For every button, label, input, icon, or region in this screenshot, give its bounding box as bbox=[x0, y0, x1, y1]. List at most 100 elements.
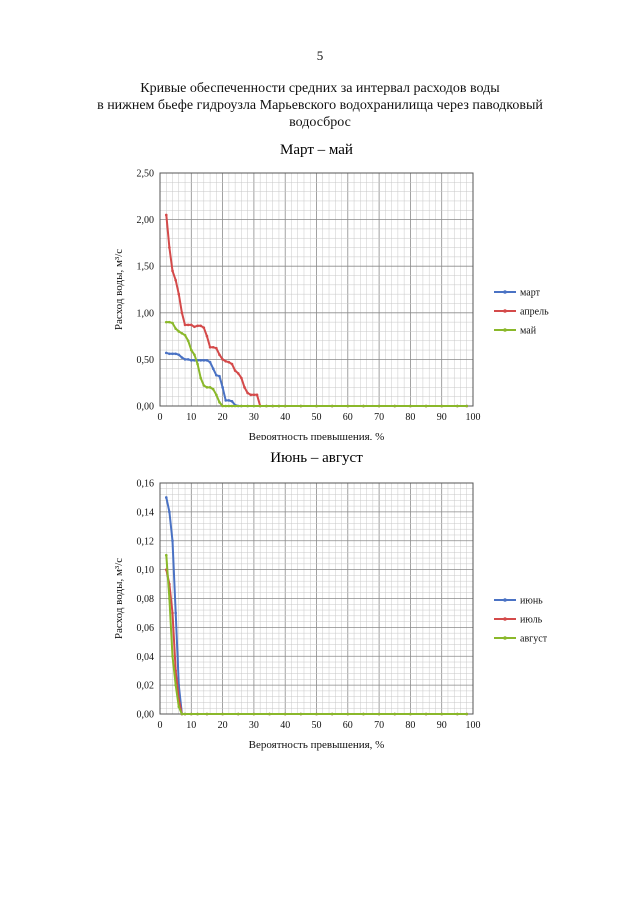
data-point bbox=[180, 712, 184, 716]
data-point bbox=[252, 393, 256, 397]
x-tick-label: 70 bbox=[374, 720, 384, 731]
data-point bbox=[193, 353, 196, 357]
chart-march-may: Март – май 0 10 20 30 40 50 60 70 80 90 100 0,00 0,50… bbox=[113, 142, 549, 440]
data-point bbox=[196, 362, 199, 366]
data-point bbox=[205, 386, 209, 389]
data-point bbox=[168, 246, 171, 249]
data-point bbox=[174, 683, 177, 687]
data-point bbox=[236, 372, 240, 375]
y-tick-label: 0,12 bbox=[137, 536, 155, 547]
legend-label: март bbox=[520, 288, 541, 299]
data-point bbox=[283, 404, 287, 408]
data-point bbox=[346, 712, 350, 716]
data-point bbox=[346, 404, 350, 408]
data-point bbox=[171, 539, 174, 543]
y-tick-label: 0,04 bbox=[137, 652, 155, 663]
data-point bbox=[186, 323, 190, 327]
document-title: Кривые обеспеченности средних за интерва… bbox=[60, 80, 580, 131]
x-tick-label: 40 bbox=[280, 720, 290, 731]
data-point bbox=[174, 327, 177, 330]
data-point bbox=[221, 712, 224, 716]
data-point bbox=[424, 404, 428, 408]
data-point bbox=[233, 404, 237, 408]
data-point bbox=[227, 399, 231, 402]
page-number: 5 bbox=[316, 48, 324, 63]
data-point bbox=[440, 404, 444, 408]
data-point bbox=[202, 359, 206, 362]
chart-title: Июнь – август bbox=[270, 450, 363, 466]
chart-title: Март – май bbox=[280, 142, 353, 158]
x-tick-label: 10 bbox=[186, 720, 196, 731]
data-point bbox=[440, 712, 444, 716]
data-point bbox=[236, 712, 240, 716]
data-point bbox=[230, 404, 234, 408]
data-point bbox=[199, 359, 202, 362]
data-point bbox=[177, 353, 181, 357]
data-point bbox=[268, 712, 271, 716]
data-point bbox=[190, 348, 193, 352]
data-point bbox=[218, 353, 221, 357]
data-point bbox=[362, 404, 365, 408]
data-point bbox=[190, 323, 193, 327]
data-point bbox=[177, 705, 181, 709]
data-point bbox=[164, 553, 168, 557]
data-point bbox=[171, 654, 174, 658]
data-point bbox=[233, 369, 237, 372]
data-point bbox=[249, 393, 253, 397]
data-point bbox=[271, 404, 274, 408]
y-tick-label: 1,50 bbox=[137, 262, 155, 273]
data-point bbox=[190, 712, 193, 716]
y-tick-label: 0,08 bbox=[137, 594, 155, 605]
data-point bbox=[183, 323, 187, 327]
data-point bbox=[183, 333, 187, 337]
data-point bbox=[208, 386, 212, 389]
data-point bbox=[221, 386, 224, 389]
x-tick-label: 30 bbox=[249, 412, 259, 423]
data-point bbox=[171, 269, 174, 273]
data-point bbox=[224, 359, 228, 363]
legend-marker bbox=[503, 598, 507, 602]
data-point bbox=[164, 213, 168, 217]
data-point bbox=[186, 358, 190, 361]
data-point bbox=[218, 374, 221, 378]
y-tick-label: 0,02 bbox=[137, 681, 155, 692]
x-tick-label: 0 bbox=[158, 720, 163, 731]
title-line-3: водосброс bbox=[289, 115, 351, 130]
y-tick-label: 2,50 bbox=[137, 169, 155, 180]
x-tick-label: 0 bbox=[158, 412, 163, 423]
data-point bbox=[205, 359, 209, 362]
x-tick-label: 60 bbox=[343, 720, 353, 731]
data-point bbox=[205, 712, 209, 716]
data-point bbox=[465, 712, 469, 716]
data-point bbox=[186, 339, 190, 343]
data-point bbox=[196, 324, 199, 328]
data-point bbox=[208, 345, 212, 349]
legend-label: июнь bbox=[520, 596, 543, 607]
data-point bbox=[409, 712, 412, 716]
data-point bbox=[299, 712, 303, 716]
data-point bbox=[180, 356, 184, 359]
data-point bbox=[315, 712, 318, 716]
legend-marker bbox=[503, 290, 507, 294]
x-tick-label: 70 bbox=[374, 412, 384, 423]
data-point bbox=[377, 404, 381, 408]
data-point bbox=[196, 712, 199, 716]
data-point bbox=[393, 404, 397, 408]
data-point bbox=[227, 404, 231, 408]
x-tick-label: 30 bbox=[249, 720, 259, 731]
legend-marker bbox=[503, 328, 507, 332]
x-axis-label: Вероятность превышения, % bbox=[249, 431, 385, 440]
data-point bbox=[202, 384, 206, 387]
data-point bbox=[183, 358, 187, 361]
data-point bbox=[315, 404, 318, 408]
data-point bbox=[230, 362, 234, 366]
x-tick-label: 10 bbox=[186, 412, 196, 423]
y-tick-label: 0,06 bbox=[137, 623, 155, 634]
x-tick-label: 100 bbox=[466, 412, 481, 423]
legend-label: август bbox=[520, 634, 548, 645]
x-tick-label: 100 bbox=[466, 720, 481, 731]
data-point bbox=[168, 352, 171, 356]
data-point bbox=[183, 712, 187, 716]
data-point bbox=[377, 712, 381, 716]
data-point bbox=[252, 712, 256, 716]
